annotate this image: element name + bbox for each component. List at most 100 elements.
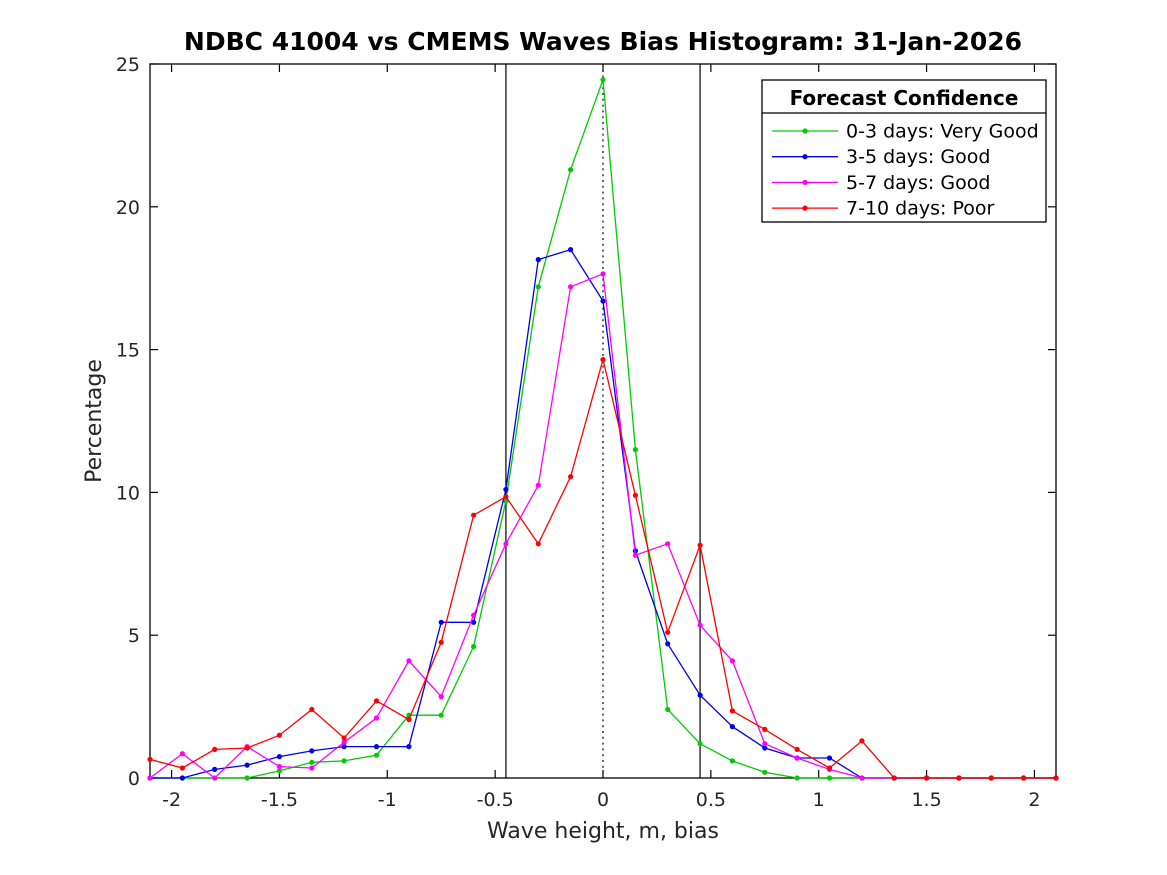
data-point	[600, 357, 606, 363]
x-tick-label: -0.5	[477, 789, 514, 811]
data-point	[471, 644, 477, 650]
data-point	[373, 752, 380, 758]
legend-entry-label: 7-10 days: Poor	[846, 198, 994, 220]
data-point	[568, 474, 574, 480]
data-point	[729, 758, 736, 764]
legend-entry-marker	[802, 154, 808, 160]
data-point	[697, 692, 703, 698]
data-point	[826, 765, 833, 771]
data-point	[794, 755, 800, 761]
data-point	[179, 751, 185, 757]
data-point	[632, 492, 639, 498]
data-point	[309, 759, 315, 765]
data-point	[826, 775, 833, 781]
data-point	[794, 746, 800, 753]
x-tick-label: -1.5	[261, 789, 298, 811]
data-point	[859, 775, 865, 781]
x-tick-label: 2	[1028, 789, 1040, 811]
y-axis-label: Percentage	[82, 359, 107, 483]
data-point	[535, 284, 541, 290]
data-point	[535, 257, 541, 263]
data-point	[438, 639, 444, 645]
series-line-1	[150, 248, 1056, 779]
data-point	[276, 768, 282, 774]
data-point	[212, 775, 218, 781]
data-point	[535, 482, 541, 488]
data-point	[244, 745, 250, 751]
data-point	[729, 658, 736, 664]
data-point	[406, 658, 412, 664]
data-point	[341, 744, 347, 750]
legend-title: Forecast Confidence	[790, 86, 1019, 110]
data-point	[794, 775, 800, 781]
x-tick-label: -2	[162, 789, 181, 811]
y-tick-label: 20	[116, 197, 140, 219]
data-point	[503, 486, 509, 493]
data-point	[762, 769, 768, 775]
data-point	[665, 706, 671, 713]
data-point	[568, 247, 574, 253]
x-tick-label: 0.5	[696, 789, 726, 811]
data-point	[503, 494, 509, 500]
data-point	[341, 739, 347, 745]
data-point	[1021, 775, 1027, 781]
legend-entries: 0-3 days: Very Good 3-5 days: Good 5-7 day…	[772, 121, 1039, 220]
data-point	[600, 77, 606, 83]
data-point	[697, 741, 703, 747]
data-point	[697, 622, 703, 628]
data-point	[471, 512, 477, 518]
data-point	[212, 746, 218, 753]
data-point	[600, 298, 606, 304]
data-point	[471, 619, 477, 625]
y-tick-label: 10	[116, 482, 140, 504]
data-point	[762, 741, 768, 747]
y-tick-label: 5	[128, 625, 140, 647]
data-point	[568, 167, 574, 173]
data-point	[729, 708, 736, 714]
data-point	[859, 738, 865, 744]
data-point	[632, 552, 639, 558]
data-point	[309, 765, 315, 771]
data-point	[276, 732, 282, 738]
x-tick-label: 0	[597, 789, 609, 811]
legend-box	[761, 79, 1047, 223]
y-tick-label: 0	[128, 768, 140, 790]
legend-entry-marker	[802, 179, 808, 185]
data-point	[762, 745, 768, 751]
data-point	[632, 447, 639, 453]
data-point	[276, 754, 282, 760]
data-point	[341, 758, 347, 764]
x-tick-label: 1.5	[911, 789, 941, 811]
data-point	[179, 775, 185, 781]
chart-title: NDBC 41004 vs CMEMS Waves Bias Histogram…	[184, 27, 1022, 56]
data-point	[179, 765, 185, 771]
data-point	[147, 775, 153, 781]
data-point	[309, 748, 315, 754]
x-axis-label: Wave height, m, bias	[487, 819, 719, 844]
data-point	[373, 698, 380, 704]
data-point	[665, 641, 671, 647]
data-point	[665, 541, 671, 547]
data-point	[988, 775, 994, 781]
data-point	[665, 629, 671, 635]
data-point	[471, 612, 477, 618]
x-tick-label: 1	[813, 789, 825, 811]
data-point	[406, 744, 412, 750]
data-point	[438, 694, 444, 700]
data-point	[244, 762, 250, 768]
data-point	[373, 744, 380, 750]
data-point	[1053, 775, 1059, 781]
y-tick-label: 25	[116, 54, 140, 76]
data-point	[438, 712, 444, 718]
data-point	[729, 724, 736, 730]
legend-entry-marker	[802, 205, 808, 211]
data-point	[212, 766, 218, 773]
legend-entry-label: 5-7 days: Good	[846, 172, 990, 194]
data-point	[276, 764, 282, 770]
data-point	[503, 541, 509, 547]
data-point	[341, 735, 347, 741]
x-tick-label: -1	[378, 789, 397, 811]
